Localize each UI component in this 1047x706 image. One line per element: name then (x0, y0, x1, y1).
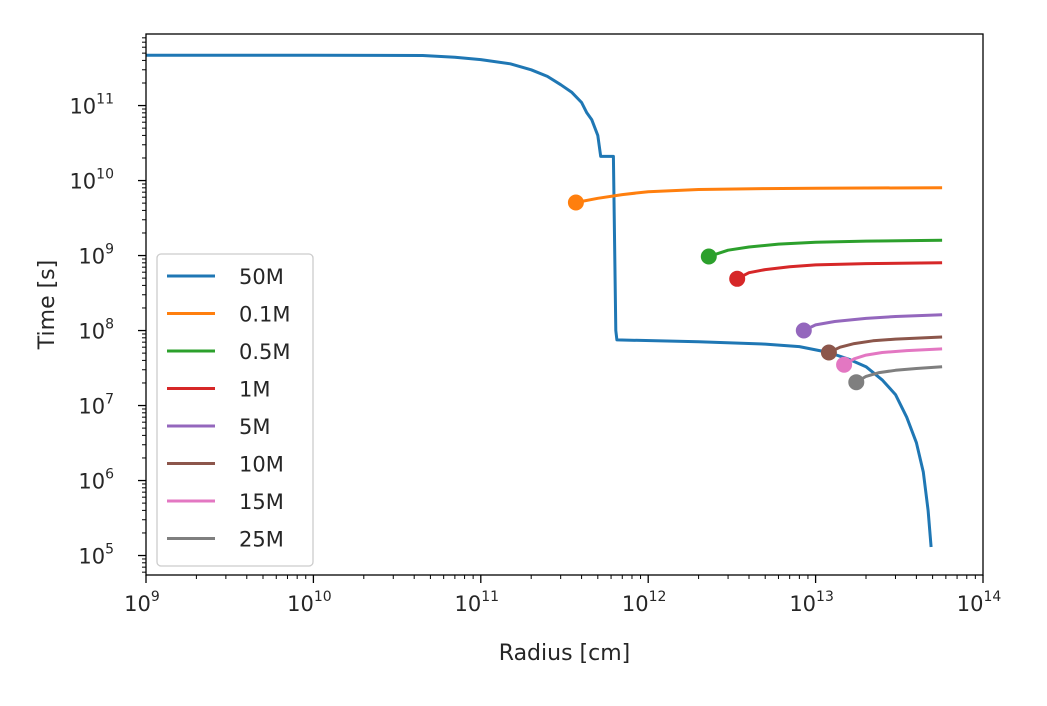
series-line-10M (828, 335, 943, 354)
series-line-1M (736, 261, 943, 281)
series-start-marker-5M (795, 322, 812, 339)
legend-label-15M: 15M (239, 490, 284, 514)
x-tick-label: 1010 (287, 589, 332, 616)
series-start-marker-25M (848, 374, 865, 391)
y-tick-label: 107 (78, 392, 114, 419)
legend: 50M 0.1M 0.5M 1M 5M 10M 15M 25M (156, 253, 314, 567)
series-line-25M (855, 365, 943, 384)
y-tick-label: 108 (78, 317, 114, 344)
series-line-0.1M (575, 186, 943, 204)
legend-label-10M: 10M (239, 453, 284, 477)
y-tick-label: 1011 (69, 92, 114, 119)
y-tick-label: 106 (78, 467, 114, 494)
x-tick-label: 1011 (455, 589, 500, 616)
y-axis: 105 106 107 108 109 1010 1011 (69, 37, 146, 573)
x-axis: 109 1010 1011 1012 1013 1014 (124, 575, 1001, 616)
series-start-marker-0.5M (700, 248, 717, 265)
series-start-marker-0.1M (567, 194, 584, 211)
x-axis-label: Radius [cm] (499, 641, 630, 666)
series-line-0.5M (708, 238, 943, 258)
legend-label-50M: 50M (239, 265, 284, 289)
legend-label-1M: 1M (239, 378, 270, 402)
plot-area-frame (145, 33, 984, 576)
series-start-marker-10M (820, 344, 837, 361)
legend-label-0.5M: 0.5M (239, 340, 291, 364)
x-tick-label: 109 (124, 589, 160, 616)
x-tick-label: 1013 (789, 589, 834, 616)
marker-layer (567, 194, 865, 391)
series-start-marker-1M (729, 270, 746, 287)
y-tick-label: 105 (78, 542, 114, 569)
legend-label-5M: 5M (239, 415, 270, 439)
x-tick-label: 1012 (622, 589, 667, 616)
series-line-5M (803, 313, 943, 332)
y-tick-label: 1010 (69, 167, 114, 194)
series-start-marker-15M (836, 356, 853, 373)
legend-label-0.1M: 0.1M (239, 303, 291, 327)
legend-label-25M: 25M (239, 528, 284, 552)
series-line-50M (146, 53, 933, 548)
x-tick-label: 1014 (957, 589, 1002, 616)
y-axis-label: Time [s] (35, 260, 60, 350)
series-line-15M (843, 347, 943, 366)
series-layer (146, 53, 943, 548)
y-tick-label: 109 (78, 242, 114, 269)
legend-box (156, 253, 314, 567)
